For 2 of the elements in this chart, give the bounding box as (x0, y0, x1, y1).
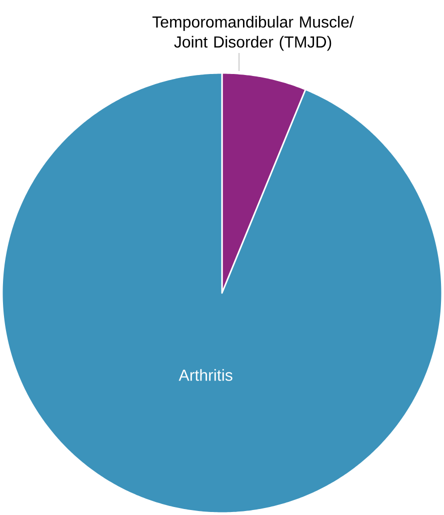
slice-label: Arthritis (178, 369, 232, 381)
slice-label: Temporomandibular Muscle/ Joint Disorder (TMJD) (152, 16, 354, 51)
